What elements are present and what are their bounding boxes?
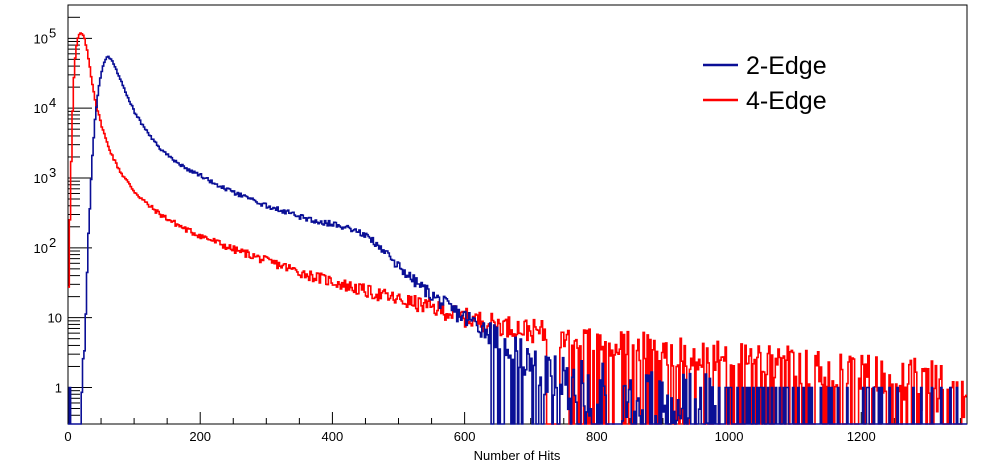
- y-tick-label: 10: [34, 171, 48, 186]
- y-tick-label: 10: [34, 31, 48, 46]
- x-tick-label: 400: [322, 429, 344, 444]
- x-tick-label: 0: [64, 429, 71, 444]
- legend: 2-Edge 4-Edge: [703, 52, 827, 115]
- x-tick-label: 200: [189, 429, 211, 444]
- x-axis-title: Number of Hits: [474, 448, 561, 463]
- y-tick-label: 10: [34, 241, 48, 256]
- x-tick-label: 600: [454, 429, 476, 444]
- x-tick-label: 800: [586, 429, 608, 444]
- x-tick-label: 1200: [847, 429, 876, 444]
- y-tick-label: 1: [55, 380, 62, 395]
- legend-label-4-edge: 4-Edge: [746, 87, 827, 115]
- y-tick-exponent: 2: [49, 235, 56, 250]
- y-tick-exponent: 5: [49, 25, 56, 40]
- y-tick-label: 10: [34, 101, 48, 116]
- series-line-2-edge: [68, 55, 967, 425]
- x-axis-ticks: 0 200 400 600 800 1000 1200: [64, 412, 876, 444]
- y-tick-label: 10: [48, 311, 62, 326]
- y-tick-exponent: 4: [49, 95, 56, 110]
- y-tick-exponent: 3: [49, 165, 56, 180]
- series-layer: [68, 32, 967, 425]
- legend-label-2-edge: 2-Edge: [746, 52, 827, 80]
- x-tick-label: 1000: [715, 429, 744, 444]
